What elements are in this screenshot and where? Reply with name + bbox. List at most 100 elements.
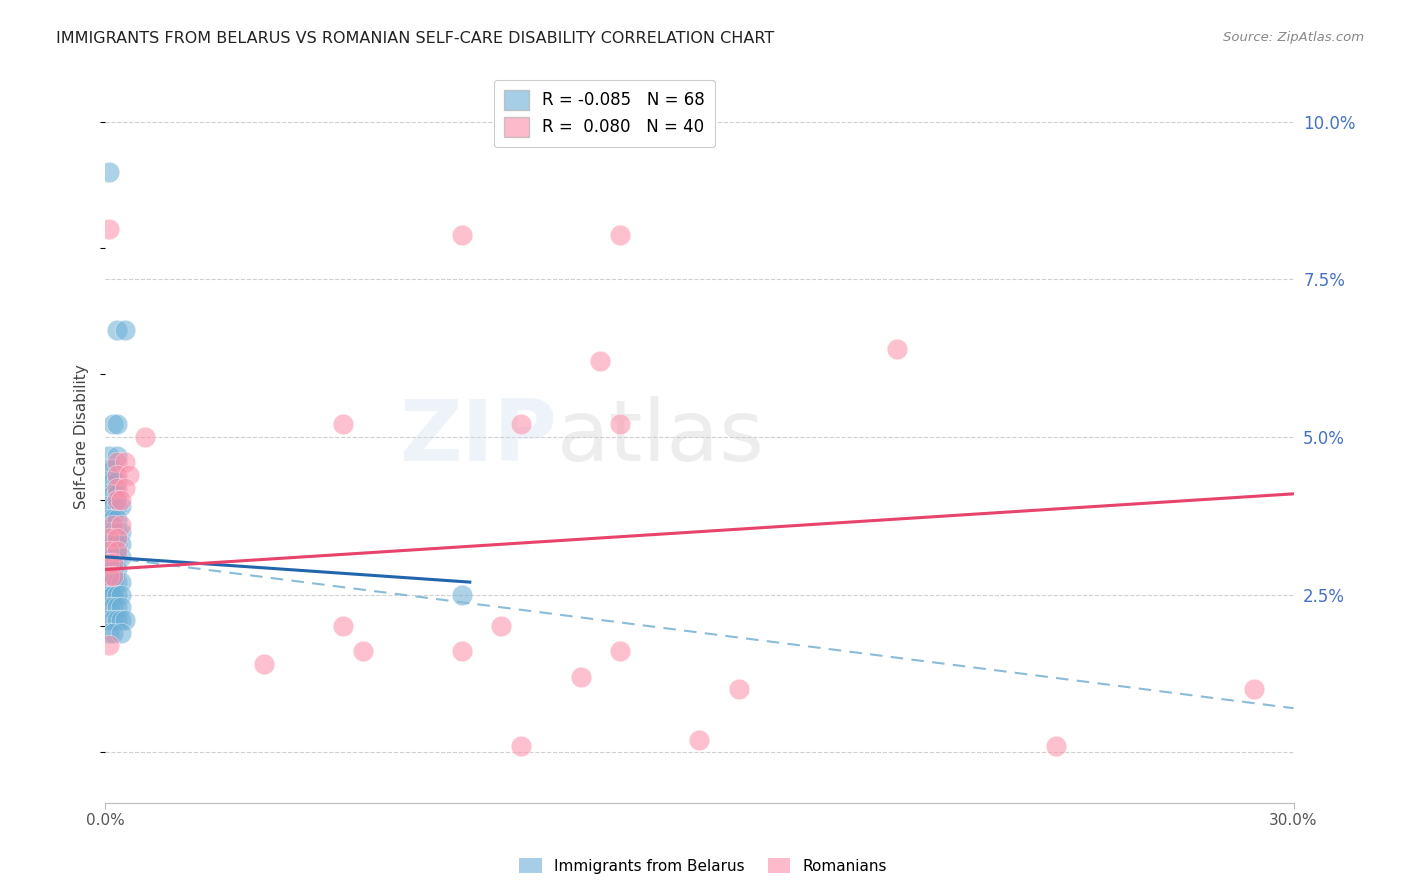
Point [609, 417, 631, 432]
Point [103, 569, 125, 583]
Text: Source: ZipAtlas.com: Source: ZipAtlas.com [1223, 31, 1364, 45]
Point [103, 549, 125, 564]
Point [589, 354, 612, 368]
Point [110, 600, 132, 615]
Point [98, 562, 121, 576]
Point [609, 644, 631, 658]
Legend: R = -0.085   N = 68, R =  0.080   N = 40: R = -0.085 N = 68, R = 0.080 N = 40 [494, 79, 716, 147]
Point [114, 455, 136, 469]
Point [105, 455, 128, 469]
Point [98, 500, 121, 514]
Point [105, 449, 128, 463]
Point [105, 613, 128, 627]
Point [105, 562, 128, 576]
Point [103, 556, 125, 570]
Point [105, 543, 128, 558]
Point [114, 613, 136, 627]
Point [98, 588, 121, 602]
Point [98, 512, 121, 526]
Point [110, 524, 132, 539]
Legend: Immigrants from Belarus, Romanians: Immigrants from Belarus, Romanians [513, 852, 893, 880]
Point [110, 518, 132, 533]
Point [98, 562, 121, 576]
Point [98, 575, 121, 590]
Point [103, 417, 125, 432]
Point [105, 417, 128, 432]
Point [98, 625, 121, 640]
Point [118, 467, 141, 482]
Point [103, 487, 125, 501]
Point [253, 657, 276, 671]
Point [103, 500, 125, 514]
Point [728, 682, 751, 697]
Point [105, 323, 128, 337]
Point [98, 549, 121, 564]
Point [103, 549, 125, 564]
Point [103, 588, 125, 602]
Point [98, 613, 121, 627]
Point [98, 638, 121, 652]
Point [110, 500, 132, 514]
Point [114, 323, 136, 337]
Point [689, 732, 711, 747]
Point [105, 524, 128, 539]
Point [98, 165, 121, 179]
Point [98, 449, 121, 463]
Point [114, 481, 136, 495]
Point [98, 537, 121, 551]
Point [103, 575, 125, 590]
Point [103, 512, 125, 526]
Point [110, 575, 132, 590]
Point [510, 739, 533, 753]
Point [105, 467, 128, 482]
Point [105, 600, 128, 615]
Point [110, 613, 132, 627]
Y-axis label: Self-Care Disability: Self-Care Disability [75, 365, 90, 509]
Point [105, 537, 128, 551]
Point [103, 524, 125, 539]
Point [110, 493, 132, 508]
Point [1243, 682, 1265, 697]
Point [105, 531, 128, 545]
Point [103, 575, 125, 590]
Point [98, 524, 121, 539]
Point [103, 613, 125, 627]
Point [98, 549, 121, 564]
Point [105, 575, 128, 590]
Point [98, 562, 121, 576]
Point [332, 619, 354, 633]
Point [98, 556, 121, 570]
Point [98, 588, 121, 602]
Point [98, 474, 121, 488]
Point [352, 644, 374, 658]
Point [105, 481, 128, 495]
Text: ZIP: ZIP [399, 395, 557, 479]
Point [98, 569, 121, 583]
Point [103, 562, 125, 576]
Point [105, 588, 128, 602]
Point [1045, 739, 1067, 753]
Point [491, 619, 513, 633]
Point [98, 461, 121, 475]
Point [450, 588, 472, 602]
Point [98, 575, 121, 590]
Point [105, 493, 128, 508]
Point [110, 537, 132, 551]
Point [103, 461, 125, 475]
Point [98, 531, 121, 545]
Point [510, 417, 533, 432]
Text: atlas: atlas [557, 395, 765, 479]
Point [450, 228, 472, 243]
Point [98, 600, 121, 615]
Point [98, 222, 121, 236]
Point [98, 543, 121, 558]
Point [110, 588, 132, 602]
Point [103, 518, 125, 533]
Text: IMMIGRANTS FROM BELARUS VS ROMANIAN SELF-CARE DISABILITY CORRELATION CHART: IMMIGRANTS FROM BELARUS VS ROMANIAN SELF… [56, 31, 775, 46]
Point [886, 342, 908, 356]
Point [103, 474, 125, 488]
Point [98, 537, 121, 551]
Point [105, 512, 128, 526]
Point [105, 549, 128, 564]
Point [105, 500, 128, 514]
